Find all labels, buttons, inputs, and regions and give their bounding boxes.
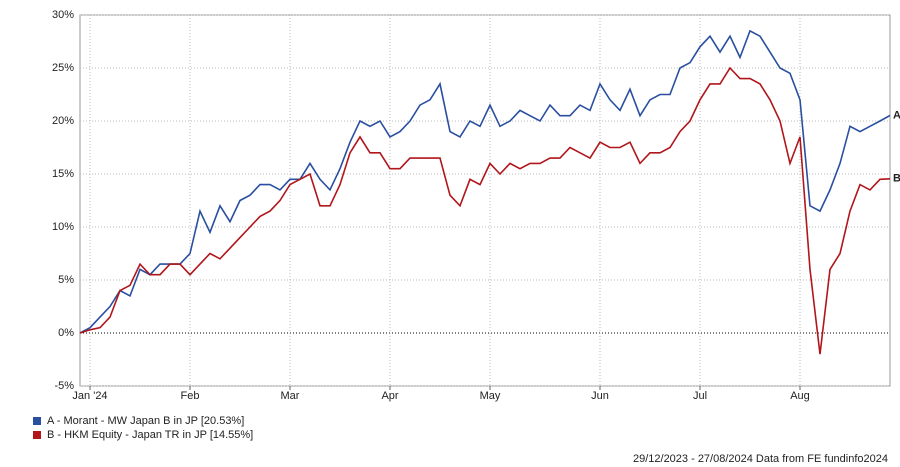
x-tick-label: Jan '24 bbox=[72, 390, 107, 402]
x-tick-label: May bbox=[480, 390, 501, 402]
y-tick-label: -5% bbox=[54, 380, 74, 392]
legend-label: B - HKM Equity - Japan TR in JP [14.55%] bbox=[47, 429, 253, 441]
legend-swatch bbox=[33, 417, 41, 425]
end-label: A bbox=[893, 109, 900, 121]
y-tick-label: 0% bbox=[58, 327, 74, 339]
y-tick-label: 15% bbox=[52, 168, 74, 180]
y-tick-label: 5% bbox=[58, 274, 74, 286]
x-tick-label: Apr bbox=[381, 390, 398, 402]
series-line bbox=[79, 29, 891, 334]
y-tick-label: 20% bbox=[52, 115, 74, 127]
footer: 29/12/2023 - 27/08/2024 Data from FE fun… bbox=[633, 453, 888, 465]
x-tick-label: Feb bbox=[181, 390, 200, 402]
series-line bbox=[79, 66, 891, 355]
legend-swatch bbox=[33, 431, 41, 439]
x-tick-label: Jul bbox=[693, 390, 707, 402]
end-label: B bbox=[893, 173, 900, 185]
x-tick-label: Aug bbox=[790, 390, 810, 402]
y-tick-label: 10% bbox=[52, 221, 74, 233]
y-tick-label: 30% bbox=[52, 9, 74, 21]
x-tick-label: Mar bbox=[281, 390, 300, 402]
plot-frame bbox=[79, 14, 891, 387]
y-tick-label: 25% bbox=[52, 62, 74, 74]
x-tick-label: Jun bbox=[591, 390, 609, 402]
legend-label: A - Morant - MW Japan B in JP [20.53%] bbox=[47, 415, 244, 427]
